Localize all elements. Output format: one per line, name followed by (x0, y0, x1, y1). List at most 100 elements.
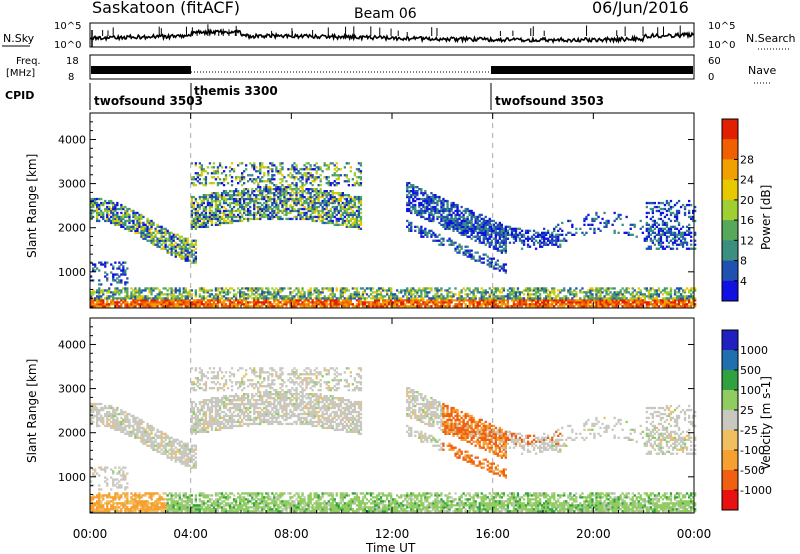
power-cell (102, 301, 105, 304)
power-cell (341, 207, 344, 211)
power-cell (426, 301, 429, 304)
power-cell (178, 251, 181, 254)
power-cell (156, 287, 159, 290)
power-cell (351, 203, 354, 207)
power-cell (317, 297, 320, 300)
power-cell (136, 227, 139, 230)
power-cell (381, 289, 385, 292)
power-cell (567, 291, 570, 294)
power-cell (210, 297, 214, 300)
power-cell (136, 225, 139, 228)
power-cell (464, 303, 467, 306)
freq-unit: [MHz] (6, 68, 35, 79)
power-cell (166, 237, 169, 240)
power-cell (122, 205, 125, 209)
power-cell (263, 180, 266, 183)
power-cell (160, 291, 163, 294)
power-cell (190, 251, 193, 254)
power-cell (349, 170, 352, 173)
power-cell (226, 305, 230, 308)
power-cell (488, 301, 491, 304)
power-cell (416, 186, 419, 189)
power-cell (98, 197, 101, 201)
power-cell (253, 190, 256, 193)
power-cell (591, 303, 594, 306)
power-cell (351, 199, 354, 203)
power-cell (136, 303, 139, 306)
power-cell (124, 305, 127, 308)
power-cell (500, 297, 503, 300)
power-cell (239, 297, 242, 300)
power-cell (198, 215, 201, 219)
power-cell (649, 295, 652, 298)
power-cell (152, 221, 155, 225)
power-cell (498, 231, 501, 234)
power-cell (434, 195, 437, 199)
power-cell (516, 295, 520, 298)
power-cell (251, 297, 254, 300)
power-cell (144, 223, 147, 226)
power-cell (454, 299, 457, 302)
power-cell (220, 217, 224, 221)
power-cell (603, 299, 606, 302)
power-cell (184, 291, 187, 294)
power-cell (293, 162, 296, 165)
power-cell (534, 287, 538, 290)
power-cell (120, 263, 123, 266)
power-cell (259, 168, 262, 171)
power-cell (325, 305, 328, 308)
power-cell (176, 237, 179, 240)
power-cell (170, 237, 173, 240)
power-cell (331, 213, 334, 217)
power-cell (331, 205, 334, 209)
power-cell (635, 297, 638, 300)
power-cell (359, 227, 363, 230)
power-cell (645, 237, 648, 240)
power-cell (311, 190, 314, 193)
power-cell (480, 295, 483, 298)
power-cell (422, 215, 425, 219)
power-cell (100, 295, 103, 298)
power-cell (585, 293, 588, 296)
power-cell (474, 217, 477, 221)
power-cell (198, 162, 201, 165)
power-cell (152, 301, 155, 304)
power-cell (547, 293, 550, 296)
power-cell (122, 223, 125, 226)
power-cell (230, 162, 234, 165)
power-cell (216, 303, 220, 306)
power-cell (208, 219, 212, 223)
power-cell (307, 299, 310, 302)
power-cell (116, 305, 119, 308)
power-cell (432, 205, 435, 209)
power-cell (543, 299, 546, 302)
power-cell (424, 211, 427, 215)
power-cell (335, 182, 338, 185)
power-cell (492, 301, 495, 304)
power-cell (287, 301, 290, 304)
power-cell (90, 295, 93, 298)
power-cell (94, 197, 97, 201)
power-cell (194, 209, 197, 213)
power-cell (353, 203, 356, 207)
power-cell (319, 209, 322, 213)
power-cell (329, 293, 332, 296)
power-cell (659, 237, 663, 240)
power-cell (653, 201, 656, 205)
power-cell (279, 201, 282, 205)
power-cell (228, 190, 232, 193)
power-cell (180, 255, 183, 258)
power-cell (412, 194, 415, 197)
power-cell (381, 303, 385, 306)
power-cell (208, 217, 212, 221)
power-cell (331, 295, 334, 298)
power-cell (112, 207, 115, 211)
power-cell (490, 289, 493, 292)
power-cell (647, 293, 650, 296)
power-cell (341, 192, 344, 195)
power-cell (134, 227, 137, 230)
power-cell (408, 291, 411, 294)
power-cell (349, 303, 352, 306)
power-cell (307, 217, 310, 221)
power-cell (273, 188, 276, 191)
